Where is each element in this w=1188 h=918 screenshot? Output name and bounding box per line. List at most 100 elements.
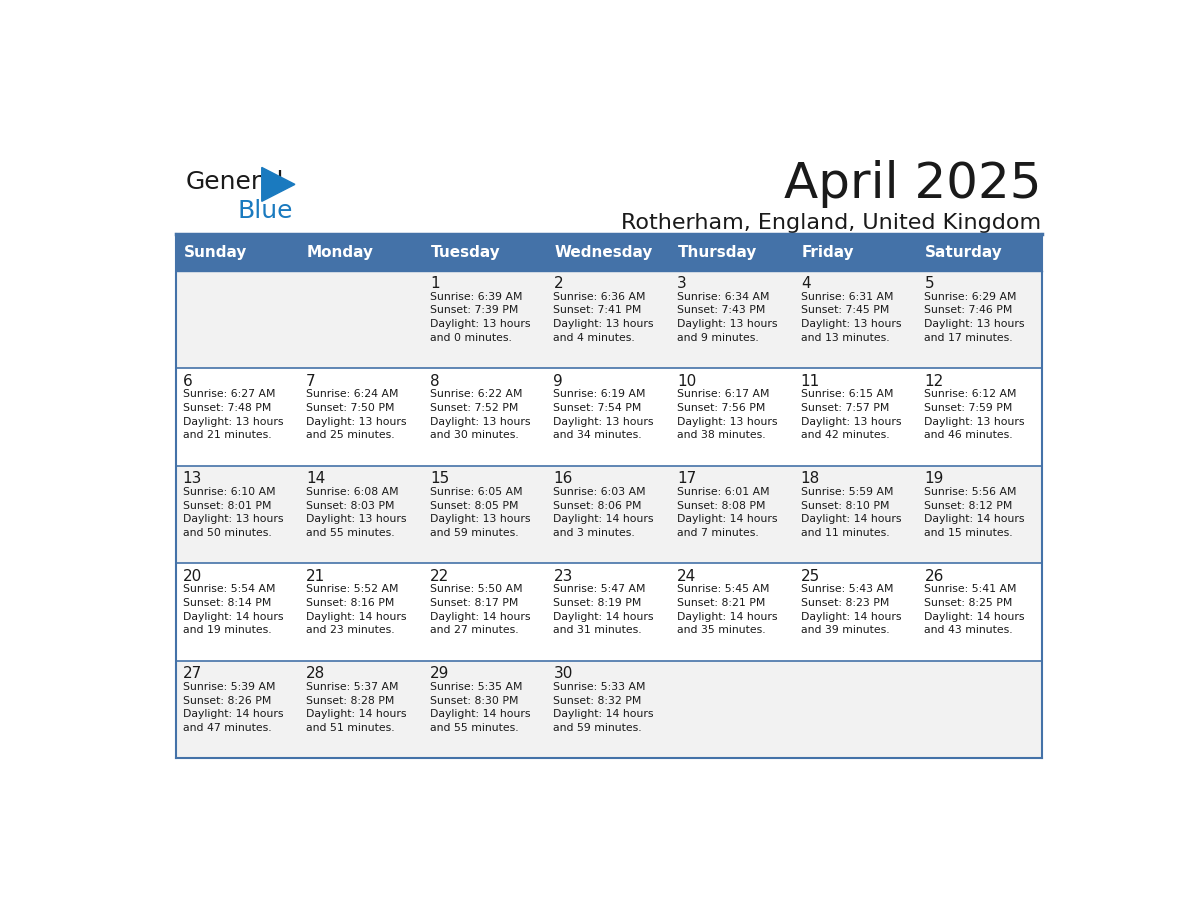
Text: April 2025: April 2025: [784, 160, 1042, 207]
Text: 6: 6: [183, 374, 192, 389]
Text: Rotherham, England, United Kingdom: Rotherham, England, United Kingdom: [621, 213, 1042, 232]
Bar: [299, 661, 423, 758]
Text: 10: 10: [677, 374, 696, 389]
Text: 26: 26: [924, 569, 943, 584]
Text: 2: 2: [554, 276, 563, 291]
Bar: [299, 368, 423, 465]
Bar: [918, 465, 1042, 564]
Text: Sunrise: 5:37 AM
Sunset: 8:28 PM
Daylight: 14 hours
and 51 minutes.: Sunrise: 5:37 AM Sunset: 8:28 PM Dayligh…: [307, 682, 406, 733]
Text: 15: 15: [430, 471, 449, 487]
Bar: [299, 465, 423, 564]
Text: Wednesday: Wednesday: [555, 245, 652, 260]
Text: Sunrise: 5:41 AM
Sunset: 8:25 PM
Daylight: 14 hours
and 43 minutes.: Sunrise: 5:41 AM Sunset: 8:25 PM Dayligh…: [924, 585, 1025, 635]
Text: 11: 11: [801, 374, 820, 389]
Bar: [795, 234, 918, 271]
Text: Sunrise: 6:08 AM
Sunset: 8:03 PM
Daylight: 13 hours
and 55 minutes.: Sunrise: 6:08 AM Sunset: 8:03 PM Dayligh…: [307, 487, 406, 538]
Bar: [918, 368, 1042, 465]
Bar: [671, 465, 795, 564]
Bar: [423, 465, 546, 564]
Text: 19: 19: [924, 471, 943, 487]
Bar: [918, 234, 1042, 271]
Text: 9: 9: [554, 374, 563, 389]
Bar: [423, 368, 546, 465]
Text: 3: 3: [677, 276, 687, 291]
Text: 7: 7: [307, 374, 316, 389]
Text: 16: 16: [554, 471, 573, 487]
Bar: [795, 271, 918, 368]
Bar: [546, 234, 671, 271]
Text: Sunrise: 6:12 AM
Sunset: 7:59 PM
Daylight: 13 hours
and 46 minutes.: Sunrise: 6:12 AM Sunset: 7:59 PM Dayligh…: [924, 389, 1025, 440]
Text: 23: 23: [554, 569, 573, 584]
Bar: [546, 271, 671, 368]
Bar: [176, 234, 299, 271]
Bar: [176, 465, 299, 564]
Text: Monday: Monday: [308, 245, 374, 260]
Bar: [423, 234, 546, 271]
Bar: [423, 661, 546, 758]
Text: 29: 29: [430, 666, 449, 681]
Text: Friday: Friday: [802, 245, 854, 260]
Text: 8: 8: [430, 374, 440, 389]
Bar: [176, 564, 299, 661]
Text: Sunrise: 6:29 AM
Sunset: 7:46 PM
Daylight: 13 hours
and 17 minutes.: Sunrise: 6:29 AM Sunset: 7:46 PM Dayligh…: [924, 292, 1025, 342]
Bar: [546, 564, 671, 661]
Text: 25: 25: [801, 569, 820, 584]
Text: Sunrise: 6:22 AM
Sunset: 7:52 PM
Daylight: 13 hours
and 30 minutes.: Sunrise: 6:22 AM Sunset: 7:52 PM Dayligh…: [430, 389, 530, 440]
Text: Sunrise: 5:39 AM
Sunset: 8:26 PM
Daylight: 14 hours
and 47 minutes.: Sunrise: 5:39 AM Sunset: 8:26 PM Dayligh…: [183, 682, 283, 733]
Bar: [546, 661, 671, 758]
Text: Sunrise: 5:56 AM
Sunset: 8:12 PM
Daylight: 14 hours
and 15 minutes.: Sunrise: 5:56 AM Sunset: 8:12 PM Dayligh…: [924, 487, 1025, 538]
Text: Sunrise: 5:50 AM
Sunset: 8:17 PM
Daylight: 14 hours
and 27 minutes.: Sunrise: 5:50 AM Sunset: 8:17 PM Dayligh…: [430, 585, 530, 635]
Text: Sunrise: 6:36 AM
Sunset: 7:41 PM
Daylight: 13 hours
and 4 minutes.: Sunrise: 6:36 AM Sunset: 7:41 PM Dayligh…: [554, 292, 653, 342]
Bar: [795, 368, 918, 465]
Text: Sunrise: 6:34 AM
Sunset: 7:43 PM
Daylight: 13 hours
and 9 minutes.: Sunrise: 6:34 AM Sunset: 7:43 PM Dayligh…: [677, 292, 778, 342]
Text: Sunrise: 6:24 AM
Sunset: 7:50 PM
Daylight: 13 hours
and 25 minutes.: Sunrise: 6:24 AM Sunset: 7:50 PM Dayligh…: [307, 389, 406, 440]
Text: 20: 20: [183, 569, 202, 584]
Bar: [546, 368, 671, 465]
Text: General: General: [185, 170, 284, 195]
Text: Sunday: Sunday: [183, 245, 247, 260]
Bar: [671, 661, 795, 758]
Bar: [918, 564, 1042, 661]
Text: Sunrise: 5:52 AM
Sunset: 8:16 PM
Daylight: 14 hours
and 23 minutes.: Sunrise: 5:52 AM Sunset: 8:16 PM Dayligh…: [307, 585, 406, 635]
Bar: [671, 368, 795, 465]
Bar: [299, 271, 423, 368]
Bar: [671, 234, 795, 271]
Text: Blue: Blue: [238, 198, 293, 222]
Text: Sunrise: 6:31 AM
Sunset: 7:45 PM
Daylight: 13 hours
and 13 minutes.: Sunrise: 6:31 AM Sunset: 7:45 PM Dayligh…: [801, 292, 902, 342]
Text: Sunrise: 5:45 AM
Sunset: 8:21 PM
Daylight: 14 hours
and 35 minutes.: Sunrise: 5:45 AM Sunset: 8:21 PM Dayligh…: [677, 585, 778, 635]
Bar: [671, 564, 795, 661]
Text: Thursday: Thursday: [678, 245, 758, 260]
Bar: [795, 564, 918, 661]
Bar: [671, 271, 795, 368]
Bar: [918, 661, 1042, 758]
Text: 30: 30: [554, 666, 573, 681]
Text: Sunrise: 6:17 AM
Sunset: 7:56 PM
Daylight: 13 hours
and 38 minutes.: Sunrise: 6:17 AM Sunset: 7:56 PM Dayligh…: [677, 389, 778, 440]
Text: 17: 17: [677, 471, 696, 487]
Text: 4: 4: [801, 276, 810, 291]
Bar: [176, 271, 299, 368]
Text: Sunrise: 6:05 AM
Sunset: 8:05 PM
Daylight: 13 hours
and 59 minutes.: Sunrise: 6:05 AM Sunset: 8:05 PM Dayligh…: [430, 487, 530, 538]
Text: 1: 1: [430, 276, 440, 291]
Bar: [918, 271, 1042, 368]
Text: Sunrise: 5:59 AM
Sunset: 8:10 PM
Daylight: 14 hours
and 11 minutes.: Sunrise: 5:59 AM Sunset: 8:10 PM Dayligh…: [801, 487, 902, 538]
Text: Sunrise: 6:39 AM
Sunset: 7:39 PM
Daylight: 13 hours
and 0 minutes.: Sunrise: 6:39 AM Sunset: 7:39 PM Dayligh…: [430, 292, 530, 342]
Text: 28: 28: [307, 666, 326, 681]
Polygon shape: [261, 167, 295, 201]
Text: Tuesday: Tuesday: [431, 245, 500, 260]
Bar: [299, 564, 423, 661]
Text: Sunrise: 5:43 AM
Sunset: 8:23 PM
Daylight: 14 hours
and 39 minutes.: Sunrise: 5:43 AM Sunset: 8:23 PM Dayligh…: [801, 585, 902, 635]
Text: 22: 22: [430, 569, 449, 584]
Text: Sunrise: 5:33 AM
Sunset: 8:32 PM
Daylight: 14 hours
and 59 minutes.: Sunrise: 5:33 AM Sunset: 8:32 PM Dayligh…: [554, 682, 653, 733]
Text: Sunrise: 6:27 AM
Sunset: 7:48 PM
Daylight: 13 hours
and 21 minutes.: Sunrise: 6:27 AM Sunset: 7:48 PM Dayligh…: [183, 389, 283, 440]
Text: 14: 14: [307, 471, 326, 487]
Bar: [795, 661, 918, 758]
Bar: [176, 661, 299, 758]
Bar: [423, 564, 546, 661]
Text: Sunrise: 6:15 AM
Sunset: 7:57 PM
Daylight: 13 hours
and 42 minutes.: Sunrise: 6:15 AM Sunset: 7:57 PM Dayligh…: [801, 389, 902, 440]
Text: 18: 18: [801, 471, 820, 487]
Bar: [299, 234, 423, 271]
Text: 12: 12: [924, 374, 943, 389]
Text: 13: 13: [183, 471, 202, 487]
Bar: [795, 465, 918, 564]
Text: Sunrise: 5:35 AM
Sunset: 8:30 PM
Daylight: 14 hours
and 55 minutes.: Sunrise: 5:35 AM Sunset: 8:30 PM Dayligh…: [430, 682, 530, 733]
